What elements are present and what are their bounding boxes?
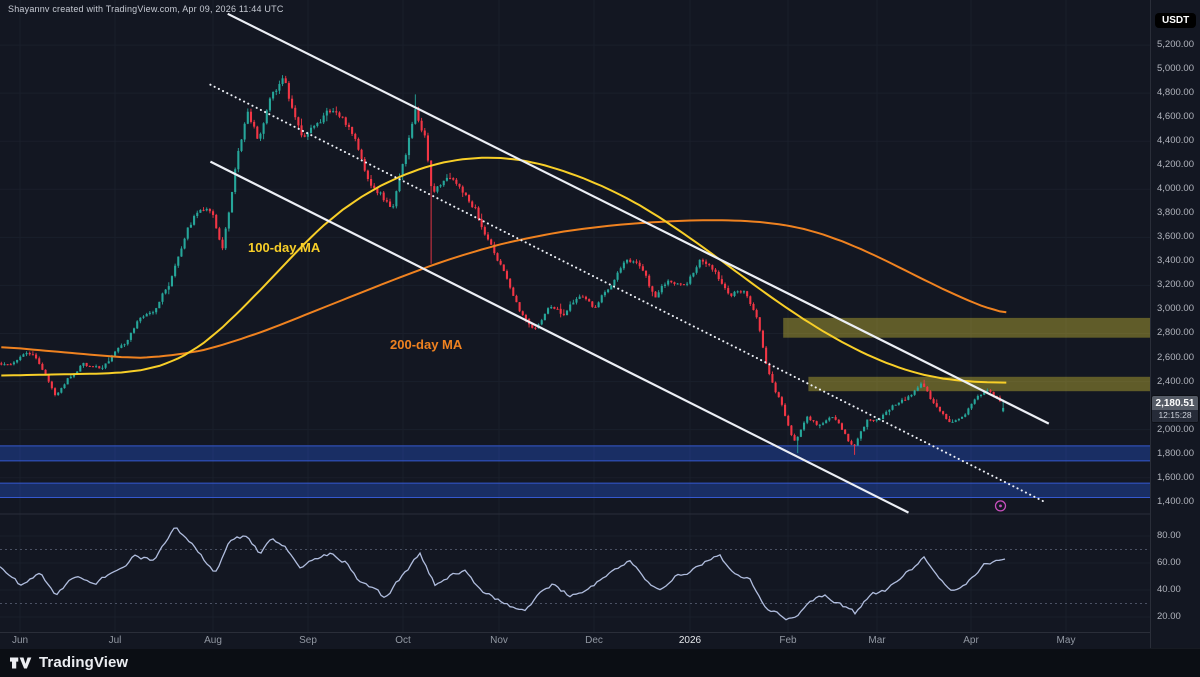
price-axis-label: 5,000.00 [1157, 63, 1194, 75]
tradingview-logo-icon [10, 657, 32, 668]
price-axis-label: 2,400.00 [1157, 375, 1194, 387]
time-axis[interactable]: Jun Jul Aug Sep Oct Nov Dec 2026 Feb Mar Apr May [0, 632, 1150, 649]
price-axis-label: 1,400.00 [1157, 495, 1194, 507]
price-axis-label: 3,000.00 [1157, 303, 1194, 315]
bar-close-countdown: 12:15:28 [1152, 409, 1198, 422]
tradingview-logo-text: TradingView [39, 654, 129, 671]
time-axis-label: Sep [299, 635, 317, 646]
time-axis-label: Apr [963, 635, 979, 646]
price-axis-label: 3,600.00 [1157, 231, 1194, 243]
price-axis-label: 1,600.00 [1157, 471, 1194, 483]
price-axis-label: 4,200.00 [1157, 159, 1194, 171]
rsi-line[interactable] [0, 527, 1006, 621]
rsi-axis-label: 60.00 [1157, 557, 1181, 568]
ma-100-line[interactable] [1, 156, 1007, 384]
trendline-dotted-projection[interactable] [209, 83, 1046, 503]
time-axis-label: Oct [395, 635, 411, 646]
time-axis-label: Feb [779, 635, 797, 646]
trendline-descending-channel-top[interactable] [227, 12, 1050, 425]
rsi-axis-label: 80.00 [1157, 530, 1181, 541]
attribution-text: Shayannv created with TradingView.com, A… [8, 4, 284, 14]
resistance-zone[interactable] [783, 317, 1150, 338]
time-axis-label: 2026 [678, 635, 702, 646]
support-zone[interactable] [0, 445, 1150, 462]
price-axis-label: 4,000.00 [1157, 183, 1194, 195]
chart-plot[interactable] [0, 0, 1150, 632]
time-axis-label: Jun [11, 635, 29, 646]
time-axis-label: Mar [868, 635, 886, 646]
last-price-badge: 2,180.51 12:15:28 [1152, 395, 1198, 422]
quote-currency-badge: USDT [1155, 13, 1197, 28]
price-axis-label: 2,600.00 [1157, 351, 1194, 363]
price-axis-label: 2,000.00 [1157, 423, 1194, 435]
bottom-bar: TradingView [0, 648, 1200, 677]
rsi-axis-label: 40.00 [1157, 584, 1181, 595]
last-price-value: 2,180.51 [1155, 397, 1195, 409]
tradingview-logo[interactable]: TradingView [10, 654, 128, 671]
time-axis-label: Jul [108, 635, 122, 646]
chart-canvas[interactable] [0, 0, 1150, 632]
candlestick-series [0, 75, 1005, 455]
trendline-descending-channel-bottom[interactable] [209, 160, 909, 514]
price-axis-label: 3,800.00 [1157, 207, 1194, 219]
time-axis-label: May [1056, 635, 1076, 646]
price-axis-label: 4,400.00 [1157, 135, 1194, 147]
drawing-anchor-marker[interactable] [994, 500, 1007, 512]
ma-200-line[interactable] [1, 219, 1007, 359]
price-axis-label: 1,800.00 [1157, 447, 1194, 459]
time-axis-label: Dec [585, 635, 603, 646]
resistance-zone[interactable] [808, 376, 1150, 392]
price-axis[interactable]: USDT 2,180.51 12:15:28 5,200.00 5,000.00 4… [1150, 0, 1200, 648]
ma200-label[interactable]: 200-day MA [390, 337, 463, 352]
rsi-axis-label: 20.00 [1157, 611, 1181, 622]
price-axis-label: 3,200.00 [1157, 279, 1194, 291]
time-axis-label: Nov [490, 635, 508, 646]
price-axis-label: 5,200.00 [1157, 39, 1194, 51]
support-zone[interactable] [0, 482, 1150, 498]
ma100-label[interactable]: 100-day MA [248, 240, 321, 255]
time-axis-label: Aug [204, 635, 222, 646]
grid [0, 0, 1150, 632]
price-axis-label: 4,600.00 [1157, 111, 1194, 123]
price-axis-label: 3,400.00 [1157, 255, 1194, 267]
price-axis-label: 4,800.00 [1157, 87, 1194, 99]
price-axis-label: 2,800.00 [1157, 327, 1194, 339]
